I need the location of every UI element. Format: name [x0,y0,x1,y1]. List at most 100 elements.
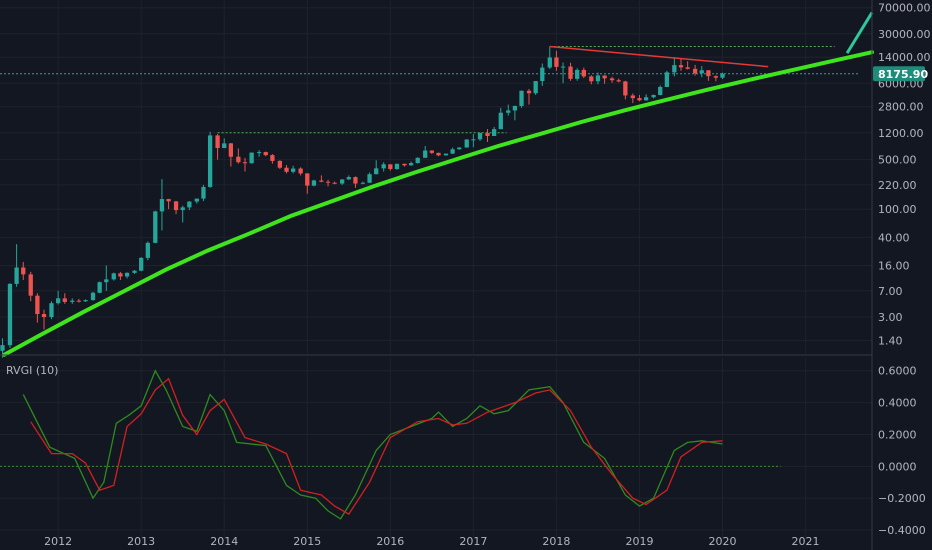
price-tick-label: 220.00 [878,179,917,192]
candle-body [111,273,116,280]
candle-body [236,156,241,163]
candle-body [506,110,511,113]
candle-body [491,129,497,136]
indicator-axis[interactable]: 0.6000 0.4000 0.2000 0.0000 −0.2000 −0.4000 [878,365,926,537]
candle-body [284,167,289,172]
candle-body [367,174,372,183]
candle-body [609,78,615,81]
candle-body [692,68,698,74]
candle-body [263,152,268,156]
candle-body [706,70,711,77]
candle-body [124,272,130,277]
candlestick-series [0,46,725,358]
price-tick-label: 1.40 [878,334,903,347]
candle-body [394,163,400,170]
candle-body [228,143,234,157]
price-axis[interactable]: 70000.0030000.0014000.006000.002800.0012… [878,2,931,348]
candle-body [360,182,366,184]
candle-body [423,150,428,158]
candle-body [353,177,358,184]
candle-body [222,143,227,149]
candle-body [575,69,580,79]
rvgi-signal-line [30,377,723,515]
year-tick-label: 2016 [376,535,404,548]
candle-body [270,155,275,161]
candle-body [83,300,88,302]
candle-body [62,298,67,302]
price-tick-label: 14000.00 [878,51,931,64]
power-law-curve [2,11,874,357]
year-tick-label: 2017 [459,535,487,548]
candle-body [699,70,704,74]
candle-body [658,86,663,95]
candle-body [637,98,642,101]
candle-body [526,90,532,94]
candle-body [498,112,503,130]
curve-extension-line [845,11,874,54]
candle-body [28,274,33,296]
candle-body [90,292,96,301]
year-tick-label: 2019 [625,535,653,548]
candle-body [630,95,635,99]
price-tag-box [873,66,925,82]
candle-body [159,199,165,212]
candle-body [429,150,434,153]
rvgi-lines [22,369,723,520]
candle-body [332,182,337,184]
candle-body [291,168,296,172]
candle-body [319,180,324,182]
candle-body [568,66,573,79]
grid [0,0,872,538]
candle-body [402,163,407,166]
candle-body [187,201,192,208]
dotted-level-lines [0,46,860,134]
candle-body [194,198,199,202]
candle-body [139,257,144,271]
resistance-trendline [549,45,769,68]
price-tick-label: 40.00 [878,231,910,244]
candle-body [533,81,538,94]
candle-body [664,72,670,87]
indicator-title: RVGI (10) [6,364,58,377]
price-tick-label: 1200.00 [878,127,924,140]
candle-body [277,160,283,168]
candle-body [720,73,725,78]
candle-body [173,201,179,211]
candle-body [0,345,5,351]
candle-body [305,173,310,186]
candle-body [581,69,586,77]
candle-body [256,152,262,154]
candle-body [346,177,351,180]
candle-body [166,199,171,202]
resistance-line [549,45,769,68]
time-axis[interactable]: 2012 2013 2014 2015 2016 2017 2018 2019 2020 2021 [44,535,819,548]
candle-body [14,267,19,284]
candle-body [443,153,449,156]
candle-body [325,181,331,183]
price-tick-label: 500.00 [878,154,917,167]
candle-body [595,75,601,82]
indicator-tick-label: 0.6000 [878,365,917,378]
candle-body [685,67,690,69]
candle-body [560,66,566,68]
candle-body [589,76,594,82]
indicator-tick-label: 0.0000 [878,460,917,473]
candle-body [464,139,469,148]
candle-body [41,314,47,317]
candle-body [180,207,185,211]
candle-body [678,65,684,68]
rvgi-line [22,369,723,520]
candle-body [104,279,109,283]
candle-body [651,94,656,98]
candle-body [623,81,628,96]
indicator-tick-label: 0.2000 [878,428,917,441]
candle-body [153,211,158,243]
price-tick-label: 100.00 [878,203,917,216]
candle-body [70,300,75,302]
candle-body [602,75,607,79]
candle-body [381,164,386,169]
candle-body [540,67,545,82]
candle-body [340,179,345,184]
candle-body [457,147,462,150]
